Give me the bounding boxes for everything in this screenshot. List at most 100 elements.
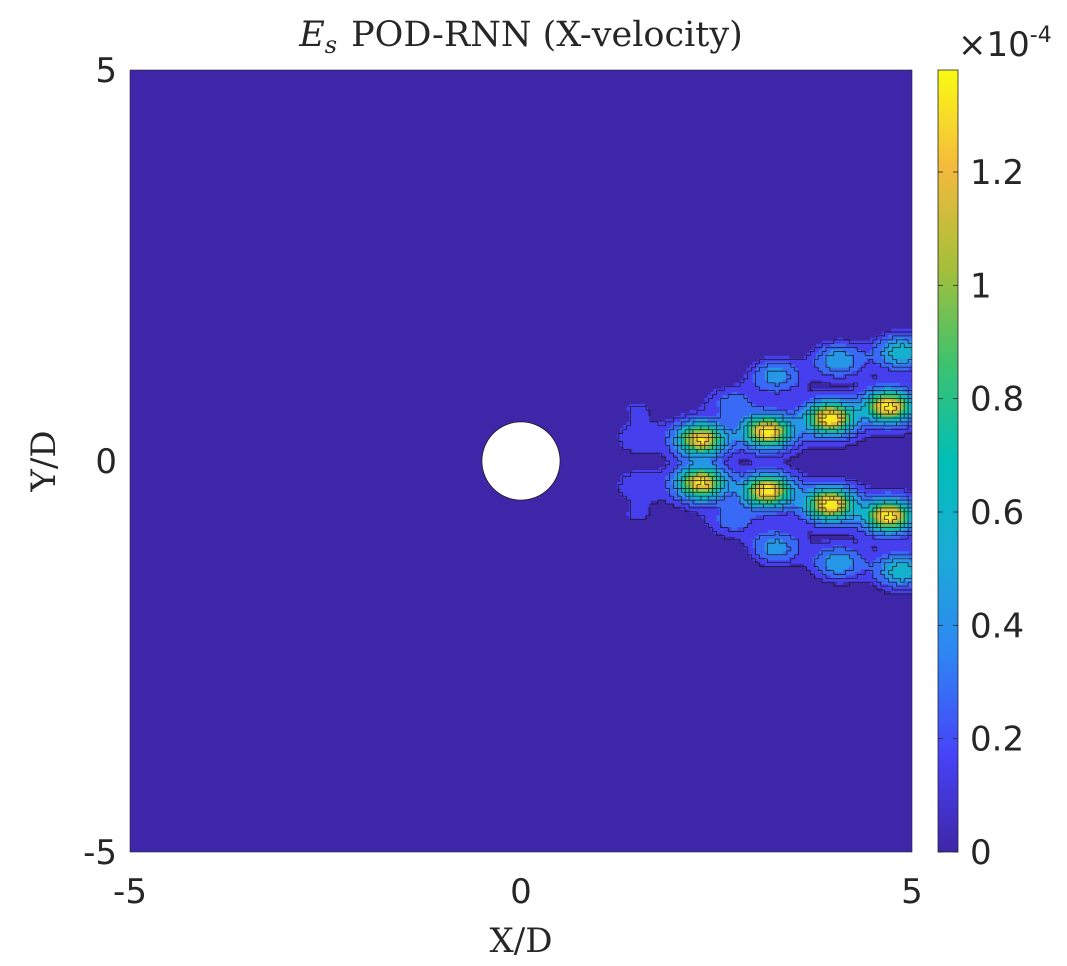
contour-band-cell	[782, 427, 787, 432]
contour-band-cell	[668, 473, 675, 477]
contour-band-cell	[884, 530, 895, 534]
contour-band-cell	[734, 382, 757, 387]
contour-band-cell	[749, 494, 757, 498]
contour-band-cell	[719, 482, 724, 486]
contour-band-cell	[779, 500, 787, 504]
contour-band-cell	[695, 421, 709, 426]
contour-band-cell	[779, 430, 784, 435]
contour-band-cell	[842, 503, 847, 507]
contour-band-cell	[803, 355, 817, 360]
contour-band-cell	[821, 397, 841, 402]
contour-band-cell	[860, 515, 868, 519]
contour-band-cell	[890, 590, 912, 594]
contour-band-cell	[815, 409, 820, 414]
contour-band-cell	[848, 503, 853, 507]
contour-band-cell	[728, 442, 748, 447]
contour-band-cell	[791, 473, 808, 477]
contour-band-cell	[674, 421, 688, 426]
contour-band-cell	[842, 406, 847, 411]
contour-band-cell	[674, 467, 682, 471]
contour-band-cell	[749, 412, 784, 417]
contour-band-cell	[869, 581, 883, 585]
contour-band-cell	[698, 406, 721, 411]
contour-band-cell	[860, 349, 871, 354]
contour-band-cell	[830, 575, 847, 579]
contour-band-cell	[824, 409, 838, 414]
contour-band-cell	[782, 442, 790, 447]
contour-band-cell	[746, 524, 817, 528]
contour-band-cell	[851, 494, 859, 498]
contour-band-cell	[746, 427, 751, 432]
contour-band-cell	[797, 539, 811, 543]
contour-band-cell	[842, 421, 847, 426]
contour-band-cell	[785, 421, 793, 426]
contour-band-cell	[821, 370, 853, 375]
contour-band-cell	[746, 418, 754, 423]
contour-band-cell	[689, 503, 745, 507]
contour-band-cell	[809, 421, 814, 426]
contour-band-cell	[872, 572, 883, 576]
contour-band-cell	[845, 500, 850, 504]
contour-band-cell	[881, 391, 898, 396]
contour-band-cell	[770, 436, 778, 441]
contour-band-cell	[731, 391, 739, 396]
contour-band-cell	[623, 494, 672, 498]
contour-band-cell	[722, 488, 742, 492]
contour-band-cell	[881, 346, 889, 351]
contour-band-cell	[788, 442, 799, 447]
contour-band-cell	[758, 485, 766, 489]
contour-band-cell	[821, 539, 912, 543]
contour-band-cell	[689, 448, 700, 453]
contour-band-cell	[821, 521, 841, 525]
contour-band-cell	[908, 412, 912, 417]
contour-band-cell	[857, 424, 907, 429]
contour-band-cell	[677, 439, 682, 444]
contour-band-cell	[749, 482, 754, 486]
contour-band-cell	[776, 512, 796, 516]
contour-band-cell	[866, 560, 874, 564]
contour-band-cell	[842, 488, 850, 492]
contour-band-cell	[779, 421, 787, 426]
contour-band-cell	[629, 503, 651, 507]
contour-band-cell	[797, 367, 820, 372]
contour-band-cell	[680, 433, 685, 438]
contour-band-cell	[695, 436, 706, 441]
contour-band-cell	[719, 442, 724, 447]
contour-band-cell	[848, 488, 859, 492]
contour-band-cell	[695, 424, 709, 429]
contour-band-cell	[677, 433, 682, 438]
contour-band-cell	[875, 536, 901, 540]
contour-band-cell	[809, 569, 820, 573]
contour-band-cell	[842, 491, 850, 495]
contour-band-cell	[773, 500, 781, 504]
contour-band-cell	[821, 346, 856, 351]
contour-band-cell	[857, 391, 868, 396]
contour-band-cell	[872, 497, 901, 501]
contour-band-cell	[899, 512, 904, 516]
contour-band-cell	[845, 412, 850, 417]
contour-band-cell	[689, 470, 700, 474]
contour-band-cell	[623, 424, 672, 429]
contour-band-cell	[875, 545, 912, 549]
contour-band-cell	[797, 542, 912, 546]
contour-band-cell	[767, 530, 781, 534]
contour-band-cell	[878, 518, 886, 522]
contour-band-cell	[830, 569, 844, 573]
contour-band-cell	[785, 427, 790, 432]
contour-band-cell	[764, 376, 787, 381]
contour-band-cell	[809, 521, 823, 525]
contour-band-cell	[728, 467, 757, 471]
contour-band-cell	[785, 488, 790, 492]
contour-band-cell	[881, 349, 889, 354]
contour-band-cell	[785, 491, 790, 495]
colorbar-exponent: ×10-4	[958, 23, 1052, 65]
contour-band-cell	[812, 530, 865, 534]
contour-band-cell	[821, 578, 877, 582]
contour-band-cell	[854, 497, 862, 501]
contour-band-cell	[704, 470, 715, 474]
contour-band-cell	[689, 457, 712, 462]
contour-band-cell	[707, 476, 712, 480]
title-subscript: s	[325, 31, 337, 59]
contour-band-cell	[836, 503, 844, 507]
contour-band-cell	[851, 415, 859, 420]
